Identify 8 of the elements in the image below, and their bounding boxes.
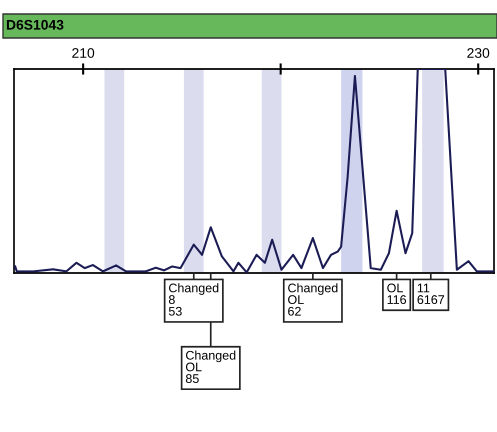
x-tick-label: 210: [72, 48, 94, 58]
annotation: Changed OL 85: [186, 350, 236, 384]
annotation: OL 116: [387, 284, 406, 304]
annotation: Changed OL 62: [288, 283, 338, 316]
chart-title: D6S1043: [6, 20, 64, 30]
annotation: Changed 8 53: [168, 283, 218, 316]
x-tick-label: 230: [467, 48, 490, 58]
annotation: 11 6167: [418, 284, 444, 304]
